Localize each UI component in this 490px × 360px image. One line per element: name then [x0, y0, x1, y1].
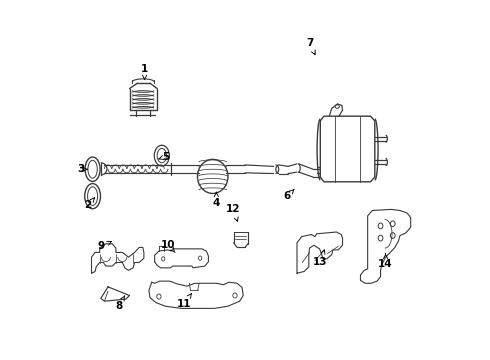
Text: 6: 6 — [284, 189, 294, 201]
Text: 7: 7 — [306, 38, 315, 55]
Text: 2: 2 — [84, 198, 95, 210]
Text: 4: 4 — [213, 192, 220, 208]
Text: 1: 1 — [141, 64, 148, 80]
Text: 10: 10 — [161, 239, 175, 252]
Text: 11: 11 — [177, 293, 192, 309]
Text: 8: 8 — [115, 296, 124, 311]
Text: 13: 13 — [313, 250, 327, 267]
Text: 3: 3 — [77, 164, 87, 174]
Text: 14: 14 — [378, 254, 393, 269]
Text: 9: 9 — [98, 241, 111, 251]
Text: 12: 12 — [226, 204, 241, 221]
Text: 5: 5 — [159, 152, 169, 162]
